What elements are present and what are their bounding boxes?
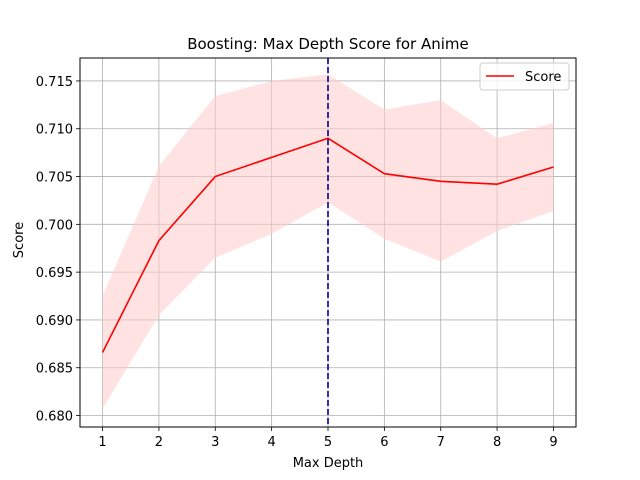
series-line bbox=[101, 137, 554, 353]
x-tick-label: 6 bbox=[380, 435, 388, 450]
x-axis-label: Max Depth bbox=[293, 456, 364, 471]
legend-label: Score bbox=[525, 70, 561, 85]
x-tick-label: 3 bbox=[211, 435, 219, 450]
y-tick-label: 0.700 bbox=[36, 218, 73, 233]
axis-ticks: 1 2 3 4 5 6 7 8 9 0.680 0.685 0.690 0.695 0.700 0.705 0… bbox=[36, 75, 558, 450]
legend-box bbox=[479, 62, 570, 91]
y-axis-label: Score bbox=[12, 222, 27, 258]
x-tick-label: 4 bbox=[267, 435, 275, 450]
y-tick-label: 0.710 bbox=[36, 123, 73, 138]
series-line-layer bbox=[101, 137, 554, 353]
confidence-band-layer bbox=[102, 74, 554, 409]
legend: Score bbox=[479, 62, 570, 91]
chart-title: Boosting: Max Depth Score for Anime bbox=[187, 35, 469, 53]
x-tick-label: 5 bbox=[324, 435, 332, 450]
y-tick-label: 0.715 bbox=[36, 75, 73, 90]
confidence-band bbox=[102, 74, 554, 409]
y-tick-label: 0.705 bbox=[36, 171, 73, 186]
y-tick-label: 0.685 bbox=[36, 362, 73, 377]
x-tick-label: 9 bbox=[549, 435, 557, 450]
x-tick-label: 1 bbox=[98, 435, 106, 450]
y-tick-label: 0.690 bbox=[36, 314, 73, 329]
y-tick-label: 0.680 bbox=[36, 410, 73, 425]
x-tick-label: 8 bbox=[493, 435, 501, 450]
x-tick-label: 2 bbox=[155, 435, 163, 450]
y-tick-label: 0.695 bbox=[36, 266, 73, 281]
x-tick-label: 7 bbox=[437, 435, 445, 450]
